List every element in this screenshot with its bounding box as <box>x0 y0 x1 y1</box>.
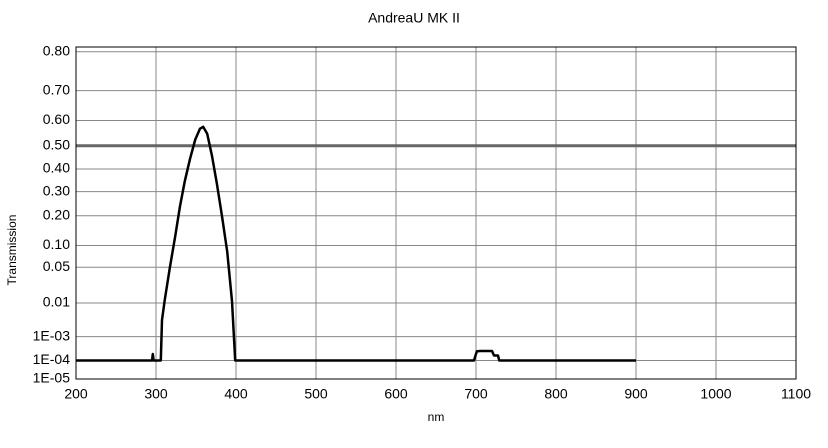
y-tick-label: 0.70 <box>43 81 70 97</box>
x-tick-label: 500 <box>304 386 328 402</box>
y-tick-label: 0.20 <box>43 206 70 222</box>
y-tick-label: 0.50 <box>43 137 70 153</box>
x-tick-label: 300 <box>144 386 168 402</box>
x-tick-label: 900 <box>624 386 648 402</box>
x-axis-label: nm <box>428 410 445 424</box>
y-tick-label: 0.05 <box>43 258 70 274</box>
y-tick-label: 1E-04 <box>33 351 71 367</box>
x-tick-label: 700 <box>464 386 488 402</box>
y-tick-label: 0.60 <box>43 111 70 127</box>
y-tick-label: 1E-05 <box>33 370 71 386</box>
y-axis-label: Transmission <box>5 215 19 286</box>
x-tick-label: 800 <box>544 386 568 402</box>
y-tick-label: 0.40 <box>43 160 70 176</box>
y-tick-label: 1E-03 <box>33 327 71 343</box>
x-tick-label: 1100 <box>781 386 811 402</box>
y-tick-label: 0.10 <box>43 236 70 252</box>
y-tick-label: 0.80 <box>43 42 70 58</box>
x-tick-label: 200 <box>64 386 88 402</box>
chart-title: AndreaU MK II <box>368 10 460 26</box>
x-tick-label: 400 <box>224 386 248 402</box>
y-tick-label: 0.01 <box>43 294 70 310</box>
x-tick-label: 600 <box>384 386 408 402</box>
y-tick-label: 0.30 <box>43 182 70 198</box>
x-tick-label: 1000 <box>700 386 731 402</box>
data-line <box>76 125 636 362</box>
plot-frame <box>75 46 797 380</box>
